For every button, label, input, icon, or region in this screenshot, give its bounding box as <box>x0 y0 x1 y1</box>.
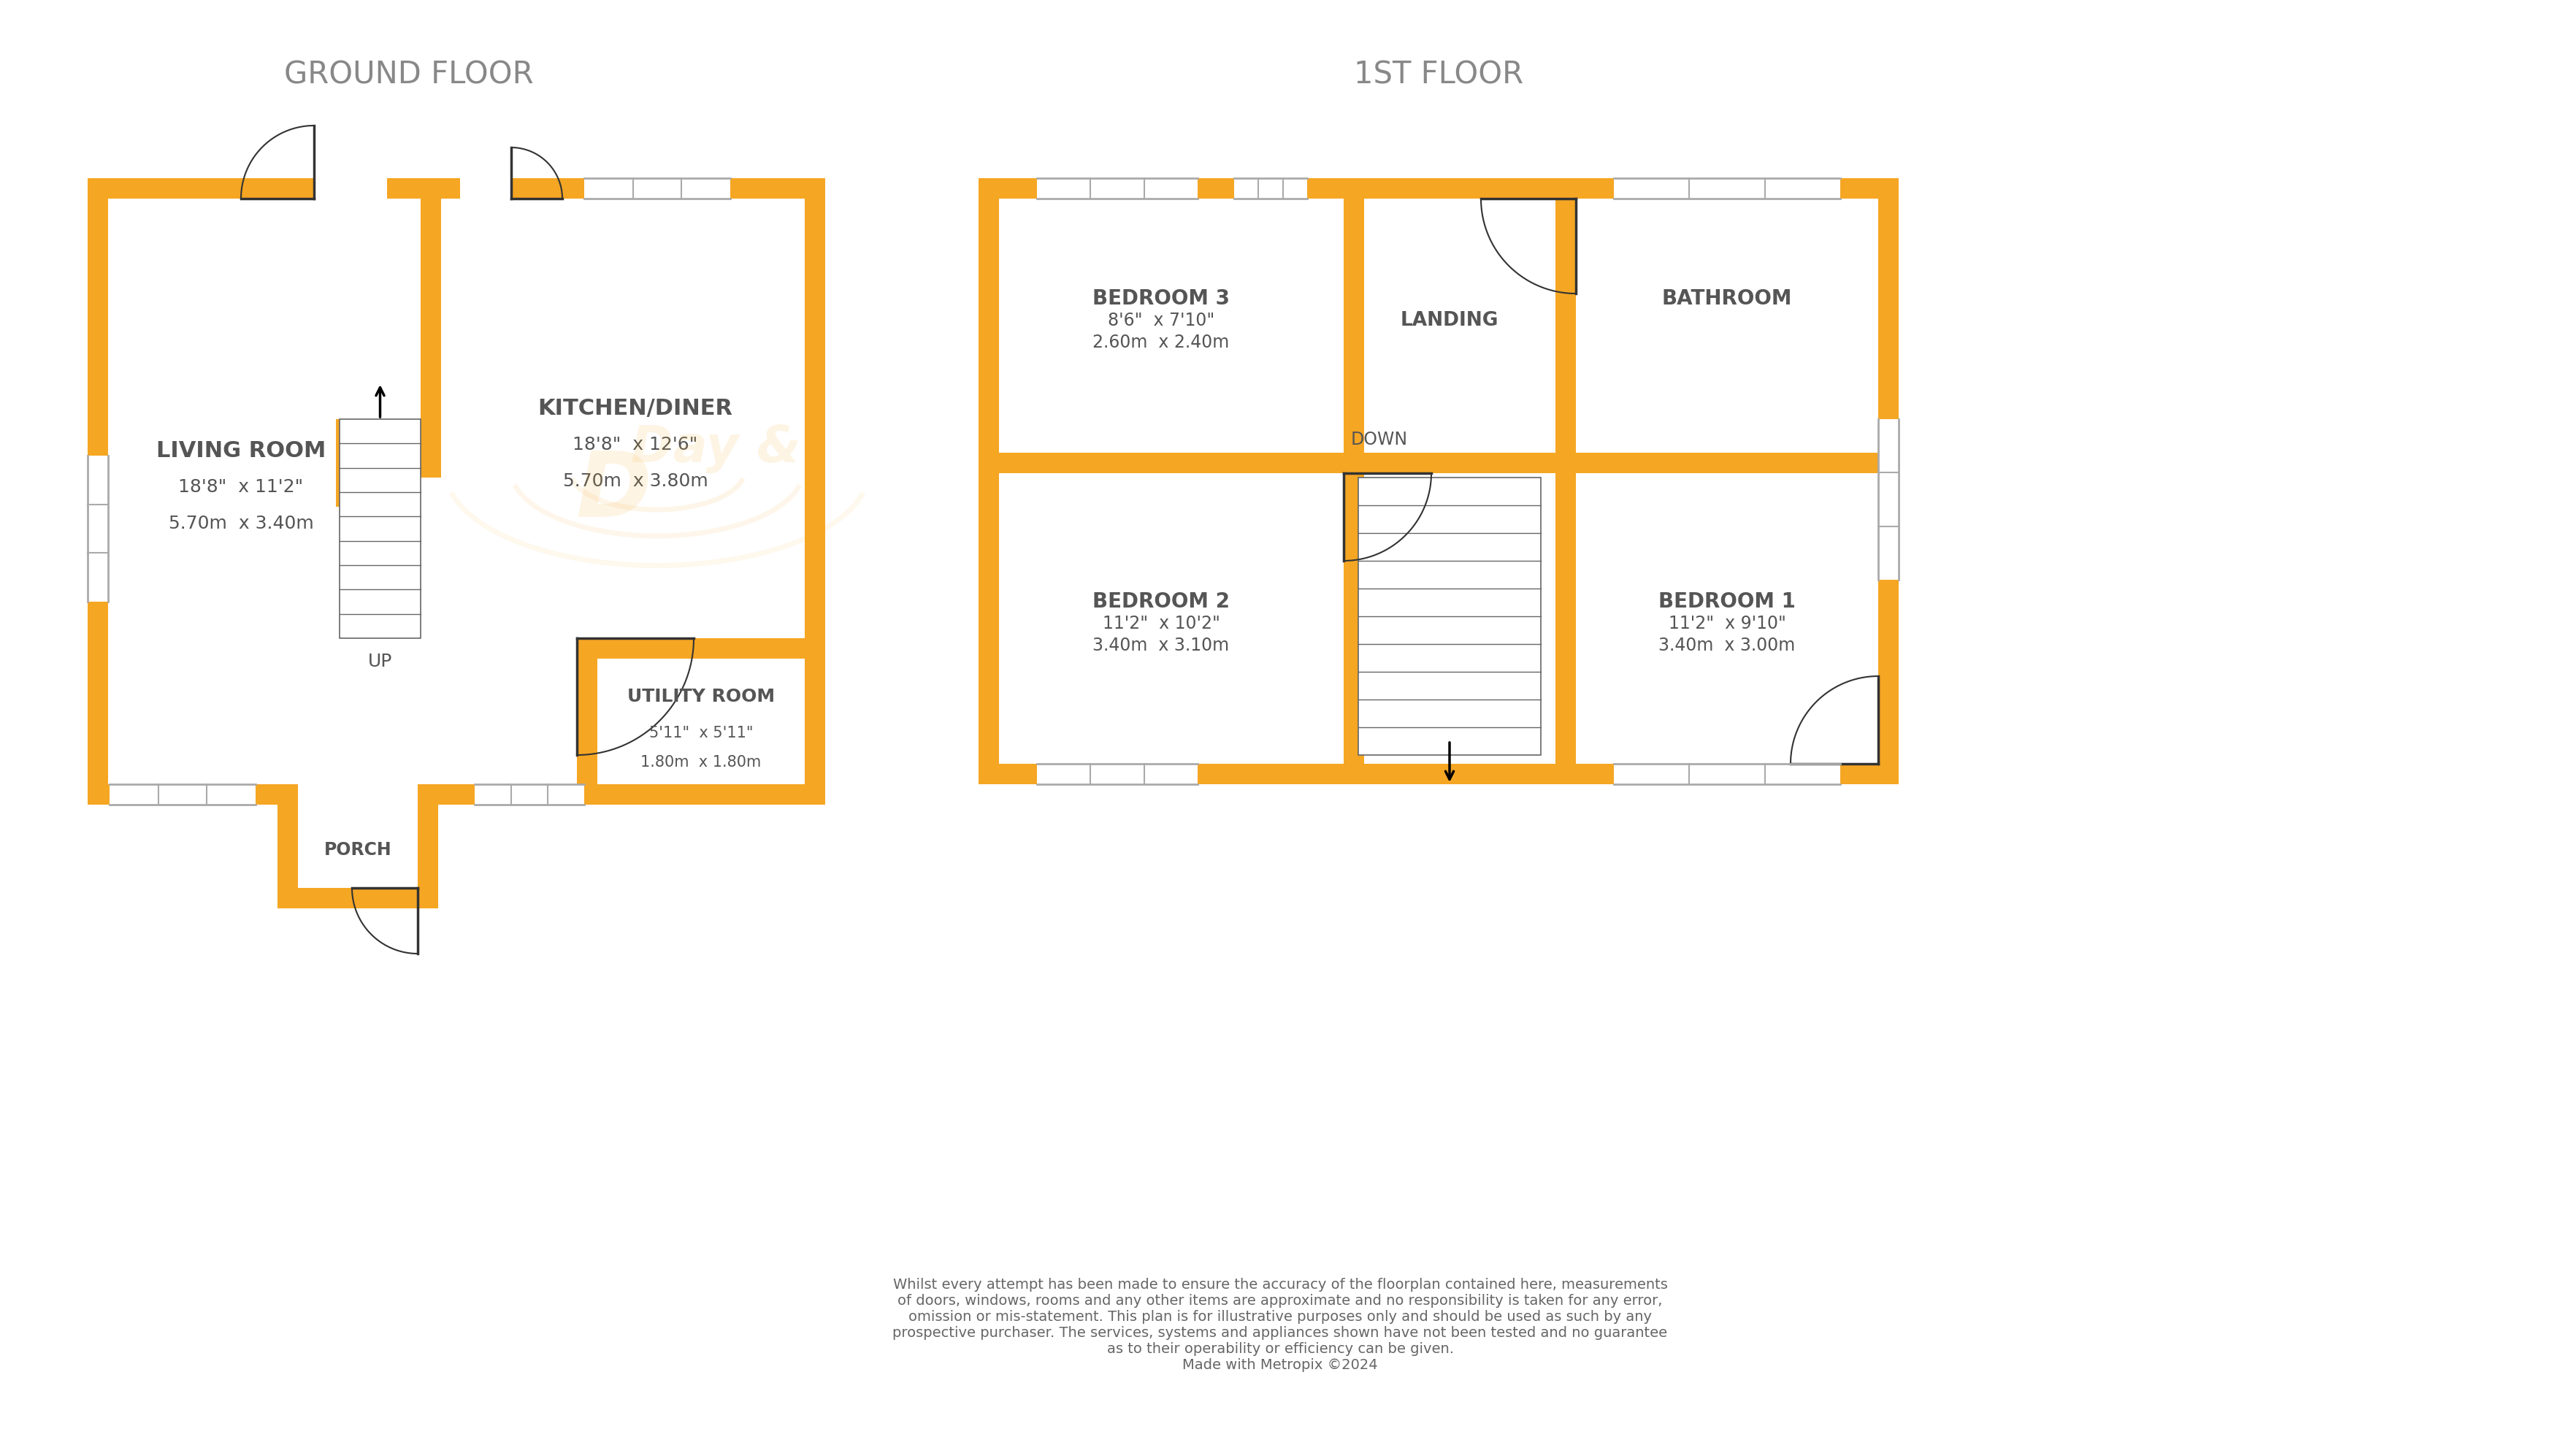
Text: BEDROOM 1: BEDROOM 1 <box>1660 591 1795 612</box>
Text: GROUND FLOOR: GROUND FLOOR <box>284 60 533 90</box>
Bar <box>804 178 825 785</box>
Bar <box>474 785 584 805</box>
Text: 5'11"  x 5'11": 5'11" x 5'11" <box>648 725 753 741</box>
Bar <box>978 178 1898 198</box>
Bar <box>87 178 108 785</box>
Bar <box>1613 178 1841 198</box>
Bar <box>730 178 825 198</box>
Bar <box>576 638 597 785</box>
Bar <box>277 785 297 909</box>
Bar <box>1555 178 1575 473</box>
Bar <box>1877 178 1898 785</box>
Text: 1ST FLOOR: 1ST FLOOR <box>1355 60 1524 90</box>
Bar <box>1613 764 1841 785</box>
Text: 8'6"  x 7'10": 8'6" x 7'10" <box>1109 312 1214 329</box>
Text: UTILITY ROOM: UTILITY ROOM <box>627 687 776 705</box>
Bar <box>1234 178 1306 198</box>
Text: PORCH: PORCH <box>325 842 392 859</box>
Text: 11'2"  x 9'10": 11'2" x 9'10" <box>1667 614 1785 632</box>
Bar <box>335 419 371 507</box>
Text: 5.70m  x 3.80m: 5.70m x 3.80m <box>563 472 707 491</box>
Text: LANDING: LANDING <box>1401 312 1498 331</box>
Bar <box>512 178 584 198</box>
Bar <box>474 785 584 805</box>
Bar <box>110 785 256 805</box>
Bar <box>978 178 999 785</box>
Text: 5.70m  x 3.40m: 5.70m x 3.40m <box>169 515 312 533</box>
Text: BEDROOM 2: BEDROOM 2 <box>1094 591 1229 612</box>
Text: 2.60m  x 2.40m: 2.60m x 2.40m <box>1094 333 1229 351</box>
Bar <box>87 456 108 601</box>
Text: 18'8"  x 11'2": 18'8" x 11'2" <box>179 479 302 496</box>
Bar <box>438 785 825 805</box>
Bar <box>1877 419 1898 579</box>
Bar <box>387 178 461 198</box>
Bar <box>584 178 730 198</box>
Bar <box>87 785 297 805</box>
Text: Day &: Day & <box>630 424 802 473</box>
Bar <box>1357 478 1542 756</box>
Text: BEDROOM 3: BEDROOM 3 <box>1094 288 1229 309</box>
Text: DOWN: DOWN <box>1352 431 1409 448</box>
Text: Whilst every attempt has been made to ensure the accuracy of the floorplan conta: Whilst every attempt has been made to en… <box>894 1277 1667 1372</box>
Text: 1.80m  x 1.80m: 1.80m x 1.80m <box>640 756 761 770</box>
Bar <box>87 178 315 198</box>
Bar <box>1555 178 1575 785</box>
Bar <box>1357 478 1542 756</box>
Bar <box>1037 764 1199 785</box>
Text: 3.40m  x 3.10m: 3.40m x 3.10m <box>1094 636 1229 654</box>
Text: BATHROOM: BATHROOM <box>1662 288 1793 309</box>
Text: 11'2"  x 10'2": 11'2" x 10'2" <box>1101 614 1219 632</box>
Text: 3.40m  x 3.00m: 3.40m x 3.00m <box>1660 636 1795 654</box>
Bar <box>366 888 410 909</box>
Text: LIVING ROOM: LIVING ROOM <box>156 440 325 462</box>
Bar <box>576 638 825 658</box>
Bar <box>341 419 420 638</box>
Bar <box>1345 178 1365 785</box>
Bar <box>417 785 438 909</box>
Bar <box>978 453 1555 473</box>
Text: 18'8"  x 12'6": 18'8" x 12'6" <box>574 435 697 454</box>
Bar <box>341 419 420 638</box>
Text: UP: UP <box>369 652 392 670</box>
Bar <box>420 178 440 478</box>
Bar <box>277 888 438 909</box>
Bar <box>1037 178 1199 198</box>
Text: KITCHEN/DINER: KITCHEN/DINER <box>538 397 732 419</box>
Bar <box>978 764 1898 785</box>
Bar <box>1575 453 1877 473</box>
Bar <box>110 785 256 805</box>
Text: D: D <box>576 448 650 536</box>
